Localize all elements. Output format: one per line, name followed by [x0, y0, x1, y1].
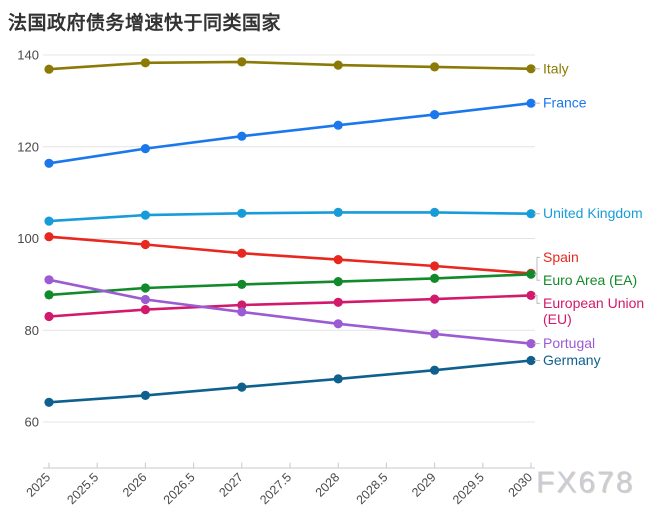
series-label-italy: Italy [543, 60, 569, 76]
y-axis-tick-label-80: 80 [25, 323, 39, 338]
data-point-portugal-2029[interactable] [430, 329, 440, 339]
data-point-united-kingdom-2028[interactable] [333, 207, 343, 217]
series-line-united-kingdom [48, 211, 532, 223]
series-label-france: France [543, 95, 587, 111]
series-label-united-kingdom: United Kingdom [543, 205, 643, 221]
data-point-european-union-eu-2029[interactable] [430, 294, 440, 304]
x-axis-tick-label-2026: 2026 [120, 470, 150, 500]
data-point-portugal-2025[interactable] [44, 275, 54, 285]
data-point-germany-2026[interactable] [140, 390, 150, 400]
x-axis-tick-label-2026.5: 2026.5 [161, 470, 198, 507]
x-axis-tick-label-2025.5: 2025.5 [64, 470, 101, 507]
data-point-italy-2025[interactable] [44, 64, 54, 74]
data-point-euro-area-ea-2025[interactable] [44, 290, 54, 300]
data-point-portugal-2027[interactable] [237, 307, 247, 317]
series-line-euro-area-ea [48, 273, 532, 297]
x-axis-tick-label-2030: 2030 [506, 470, 536, 500]
series-line-european-union-eu [48, 294, 532, 318]
data-point-france-2027[interactable] [237, 131, 247, 141]
series-line-germany [48, 359, 532, 404]
data-point-italy-2027[interactable] [237, 57, 247, 67]
data-point-spain-2029[interactable] [430, 261, 440, 271]
data-point-france-2028[interactable] [333, 120, 343, 130]
data-point-germany-2030[interactable] [526, 355, 536, 366]
data-point-euro-area-ea-2026[interactable] [140, 283, 150, 293]
x-axis-tick-label-2028.5: 2028.5 [354, 470, 391, 507]
data-point-united-kingdom-2030[interactable] [526, 209, 536, 219]
data-point-germany-2027[interactable] [237, 382, 247, 392]
data-point-euro-area-ea-2027[interactable] [237, 279, 247, 289]
x-axis-tick-label-2025: 2025 [24, 470, 54, 500]
leader-line-euro-area-ea [534, 273, 540, 281]
data-point-italy-2029[interactable] [430, 62, 440, 72]
leader-line-european-union-eu [534, 294, 540, 304]
data-point-european-union-eu-2026[interactable] [140, 305, 150, 315]
series-label-spain: Spain [543, 249, 579, 265]
series-line-france [48, 101, 532, 165]
data-point-spain-2025[interactable] [44, 232, 54, 242]
data-point-germany-2025[interactable] [44, 397, 54, 407]
data-point-italy-2026[interactable] [140, 58, 150, 68]
series-line-portugal [48, 278, 532, 345]
series-label-germany: Germany [543, 352, 601, 368]
data-point-spain-2027[interactable] [237, 248, 247, 258]
series-line-spain [48, 235, 532, 275]
watermark-fx678: FX678 [536, 466, 635, 499]
data-point-italy-2030[interactable] [526, 64, 536, 74]
y-axis-tick-label-100: 100 [17, 231, 39, 246]
data-point-portugal-2026[interactable] [140, 294, 150, 305]
x-axis-tick-label-2029: 2029 [409, 470, 439, 500]
data-point-united-kingdom-2025[interactable] [44, 216, 54, 226]
data-point-portugal-2028[interactable] [333, 319, 343, 329]
data-point-france-2029[interactable] [430, 110, 440, 120]
series-label-european-union-eu: European Union (EU) [543, 295, 644, 327]
data-point-italy-2028[interactable] [333, 60, 343, 70]
data-point-spain-2026[interactable] [140, 239, 150, 250]
y-axis-tick-label-120: 120 [17, 139, 39, 154]
data-point-united-kingdom-2029[interactable] [430, 207, 440, 217]
y-axis-tick-label-60: 60 [25, 415, 39, 430]
y-axis-tick-label-140: 140 [17, 48, 39, 63]
x-axis-tick-label-2027.5: 2027.5 [257, 470, 294, 507]
data-point-european-union-eu-2030[interactable] [526, 290, 536, 300]
x-axis-tick-label-2029.5: 2029.5 [450, 470, 487, 507]
series-label-portugal: Portugal [543, 335, 595, 351]
data-point-euro-area-ea-2029[interactable] [430, 273, 440, 283]
chart-title: 法国政府债务增速快于同类国家 [8, 13, 282, 34]
x-axis-tick-label-2027: 2027 [216, 470, 246, 500]
data-point-france-2030[interactable] [526, 98, 536, 108]
data-point-germany-2029[interactable] [430, 365, 440, 375]
data-point-united-kingdom-2027[interactable] [237, 208, 247, 218]
data-point-euro-area-ea-2030[interactable] [526, 269, 536, 279]
data-point-germany-2028[interactable] [333, 374, 343, 384]
data-point-france-2026[interactable] [140, 144, 150, 154]
data-point-european-union-eu-2025[interactable] [44, 311, 54, 322]
data-point-euro-area-ea-2028[interactable] [333, 277, 343, 287]
data-point-spain-2028[interactable] [333, 255, 343, 265]
data-point-portugal-2030[interactable] [526, 339, 536, 349]
series-line-italy [48, 60, 532, 71]
series-label-euro-area-ea: Euro Area (EA) [543, 272, 637, 288]
data-point-france-2025[interactable] [44, 158, 54, 168]
data-point-european-union-eu-2028[interactable] [333, 297, 343, 307]
data-point-united-kingdom-2026[interactable] [140, 210, 150, 220]
data-point-european-union-eu-2027[interactable] [237, 300, 247, 310]
x-axis-tick-label-2028: 2028 [313, 470, 343, 500]
